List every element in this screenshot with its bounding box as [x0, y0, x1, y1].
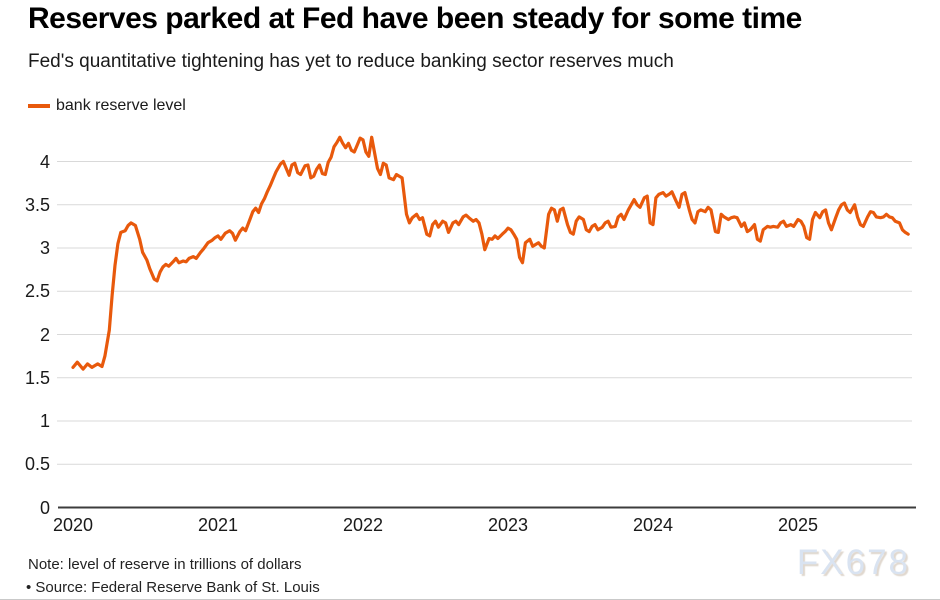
gridlines: [57, 161, 916, 509]
y-tick-label: 1.5: [24, 367, 50, 388]
y-tick-label: 2: [39, 324, 50, 345]
chart-legend: bank reserve level: [28, 97, 186, 115]
y-tick-label: 0.5: [24, 454, 50, 475]
watermark-fx678: FX678: [796, 543, 910, 582]
x-tick-label: 2020: [52, 515, 94, 535]
y-tick-label: 3.5: [24, 194, 50, 215]
x-tick-label: 2021: [197, 515, 239, 535]
x-tick-label: 2024: [632, 515, 674, 535]
y-tick-label: 4: [39, 151, 50, 172]
chart-source: • Source: Federal Reserve Bank of St. Lo…: [26, 579, 320, 596]
x-tick-label: 2022: [342, 515, 384, 535]
chart-note: Note: level of reserve in trillions of d…: [28, 556, 302, 573]
chart-subtitle: Fed's quantitative tightening has yet to…: [28, 51, 674, 72]
y-tick-label: 1: [39, 411, 50, 431]
y-tick-label: 2.5: [24, 281, 50, 302]
legend-line-swatch: [28, 104, 50, 108]
x-tick-label: 2025: [777, 515, 819, 535]
y-tick-label: 3: [39, 238, 50, 258]
y-tick-label: 0: [39, 497, 50, 518]
page-title: Reserves parked at Fed have been steady …: [28, 2, 802, 35]
legend-label: bank reserve level: [56, 97, 186, 114]
x-tick-label: 2023: [487, 515, 529, 535]
reserve-line-series: [71, 135, 910, 371]
